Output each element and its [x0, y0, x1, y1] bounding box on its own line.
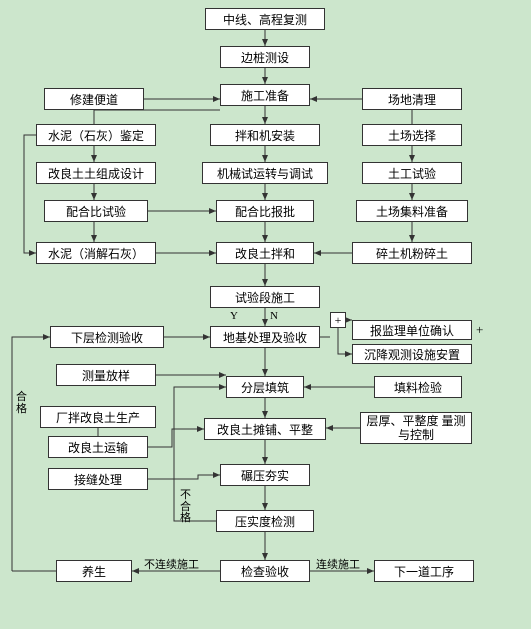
node-n16: 改良土拌和: [216, 242, 314, 264]
node-n18: 试验段施工: [210, 286, 320, 308]
node-n11: 土工试验: [362, 162, 462, 184]
plus-icon: +: [476, 322, 483, 338]
node-n28: 层厚、平整度 量测与控制: [360, 412, 472, 444]
node-n34: 检查验收: [220, 560, 310, 582]
expand-icon: +: [330, 312, 346, 328]
node-n1: 中线、高程复测: [205, 8, 325, 30]
node-n22: 沉降观测设施安置: [352, 344, 472, 364]
node-n25: 填料检验: [374, 376, 462, 398]
node-n6: 水泥（石灰）鉴定: [36, 124, 156, 146]
node-n2: 边桩测设: [220, 46, 310, 68]
node-n12: 配合比试验: [44, 200, 148, 222]
edge-label-elHG: 合格: [16, 392, 27, 415]
node-n29: 改良土运输: [48, 436, 148, 458]
edge-label-elC1: 不连续施工: [144, 556, 199, 572]
node-n5: 场地清理: [362, 88, 462, 110]
node-n23: 测量放样: [56, 364, 156, 386]
node-n24: 分层填筑: [226, 376, 304, 398]
node-n20: 下层检测验收: [50, 326, 164, 348]
edge-label-elY: Y: [230, 310, 238, 322]
node-n31: 碾压夯实: [220, 464, 310, 486]
node-n35: 下一道工序: [374, 560, 474, 582]
node-n13: 配合比报批: [216, 200, 314, 222]
node-n27: 改良土摊铺、平整: [204, 418, 326, 440]
node-n30: 接缝处理: [48, 468, 148, 490]
edge-label-elBH: 不合格: [180, 490, 191, 525]
node-n32: 压实度检测: [216, 510, 314, 532]
edge-label-elC2: 连续施工: [316, 556, 360, 572]
node-n21: 地基处理及验收: [210, 326, 320, 348]
node-n9: 改良土土组成设计: [36, 162, 156, 184]
node-n10: 机械试运转与调试: [202, 162, 328, 184]
node-n7: 拌和机安装: [210, 124, 320, 146]
node-n8: 土场选择: [362, 124, 462, 146]
node-n15: 水泥（消解石灰）: [36, 242, 156, 264]
node-n14: 土场集料准备: [356, 200, 468, 222]
node-n19: 报监理单位确认: [352, 320, 472, 340]
node-n17: 碎土机粉碎土: [352, 242, 472, 264]
node-n3: 修建便道: [44, 88, 144, 110]
node-n4: 施工准备: [220, 84, 310, 106]
node-n26: 厂拌改良土生产: [40, 406, 156, 428]
edge-label-elN: N: [270, 310, 278, 322]
node-n33: 养生: [56, 560, 132, 582]
flowchart-canvas: 中线、高程复测边桩测设修建便道 施工准备 场地清理水泥（石灰）鉴定 拌和机安装 土场选择…: [0, 0, 531, 629]
